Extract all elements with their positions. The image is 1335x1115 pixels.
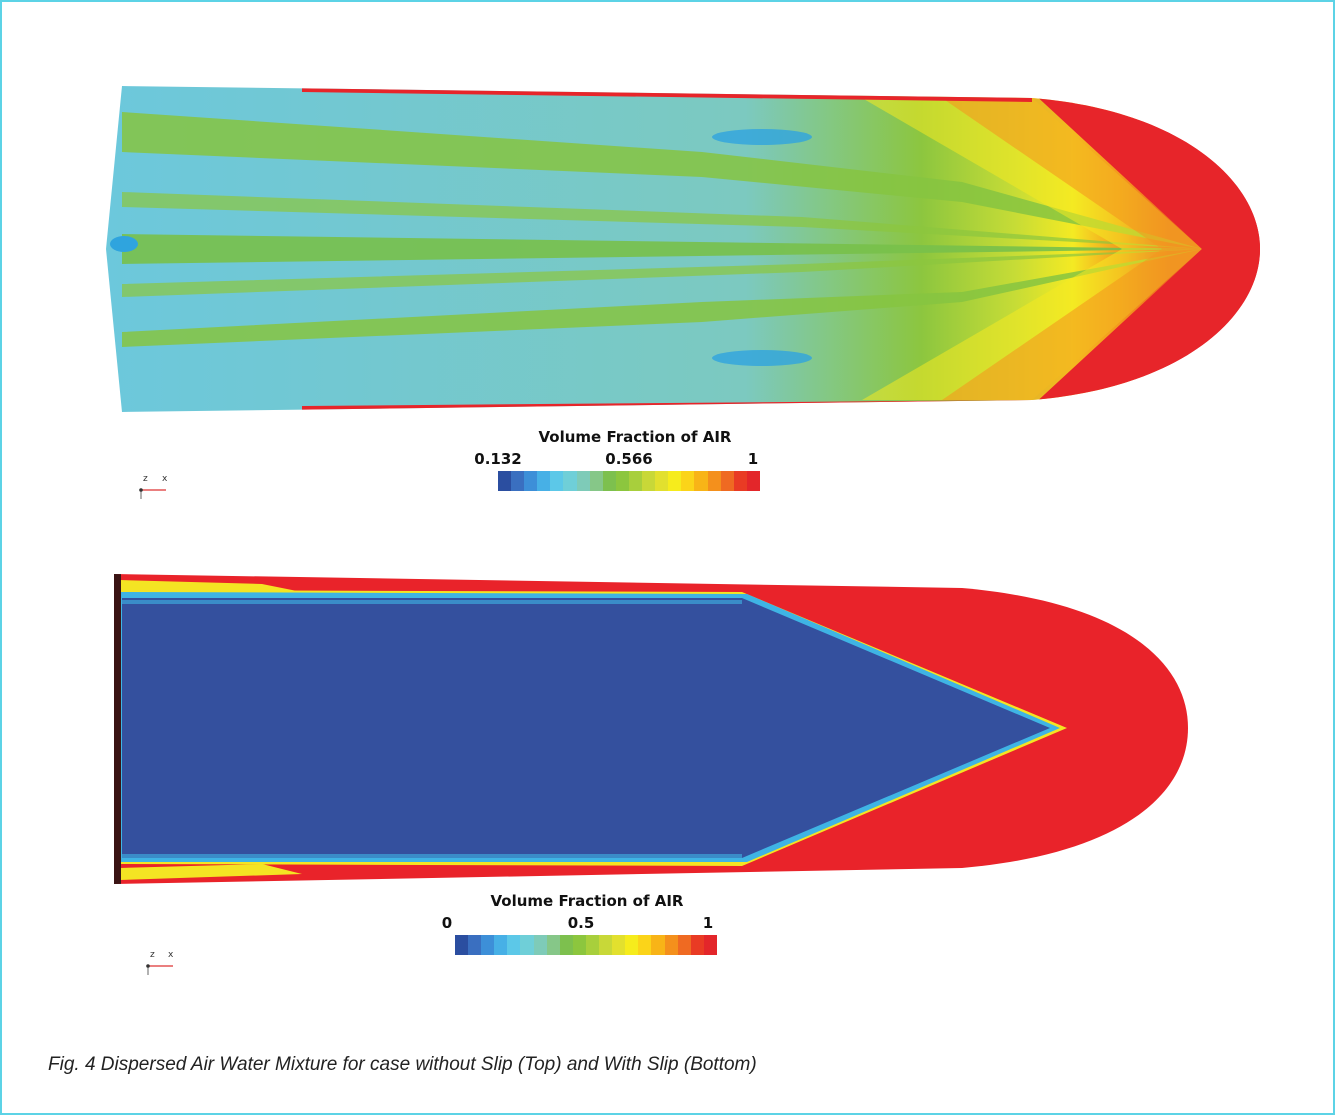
top-streak (122, 234, 1202, 264)
bottom-legend-tick-mid: 0.5 (567, 914, 595, 932)
colorbar-swatch (585, 935, 600, 955)
colorbar-swatch (720, 471, 734, 491)
colorbar-swatch (576, 471, 590, 491)
colorbar-swatch (733, 471, 747, 491)
colorbar-swatch (664, 935, 678, 955)
colorbar-swatch (537, 471, 551, 491)
bottom-legend-tick-min: 0 (441, 914, 453, 932)
bottom-cyan-line (122, 854, 742, 858)
top-legend-tick-min: 0.132 (474, 450, 522, 468)
bottom-left-edge (114, 574, 121, 884)
bottom-contour-plot: Volume Fraction of AIR 0 0.5 1 z x (2, 542, 1333, 992)
colorbar-swatch (599, 935, 613, 955)
bottom-blue-core (122, 598, 1050, 858)
colorbar-swatch (572, 935, 586, 955)
colorbar-swatch (651, 935, 665, 955)
bottom-axis-triad-icon (146, 964, 173, 975)
colorbar-swatch (546, 935, 560, 955)
colorbar-swatch (559, 935, 573, 955)
top-streak (122, 112, 1202, 249)
top-blue-pocket (110, 236, 138, 252)
colorbar-swatch (703, 935, 717, 955)
top-axis-z-label: z (143, 474, 148, 484)
colorbar-swatch (707, 471, 721, 491)
top-axis-x-label: x (162, 474, 168, 484)
bottom-cyan-line (122, 600, 742, 604)
colorbar-swatch (563, 471, 577, 491)
colorbar-swatch (481, 935, 495, 955)
colorbar-swatch (625, 935, 639, 955)
colorbar-swatch (638, 935, 652, 955)
top-blue-pocket (712, 129, 812, 145)
colorbar-swatch (533, 935, 547, 955)
colorbar-swatch (615, 471, 629, 491)
colorbar-swatch (612, 935, 626, 955)
colorbar-swatch (681, 471, 695, 491)
bottom-hull-svg (114, 574, 1188, 884)
colorbar-swatch (668, 471, 682, 491)
colorbar-swatch (498, 471, 512, 491)
top-hull-svg (106, 86, 1260, 412)
top-contour-plot: Volume Fraction of AIR 0.132 0.566 1 z x (2, 2, 1333, 522)
colorbar-swatch (642, 471, 656, 491)
colorbar-swatch (655, 471, 669, 491)
bottom-axis-x-label: x (168, 950, 174, 960)
figure-caption: Fig. 4 Dispersed Air Water Mixture for c… (48, 1054, 757, 1075)
top-legend-tick-max: 1 (747, 450, 759, 468)
bottom-legend-title: Volume Fraction of AIR (490, 892, 684, 910)
top-streak (122, 249, 1202, 347)
colorbar-swatch (677, 935, 691, 955)
top-legend-title: Volume Fraction of AIR (538, 428, 732, 446)
colorbar-swatch (694, 471, 708, 491)
colorbar-swatch (550, 471, 564, 491)
colorbar-swatch (589, 471, 603, 491)
bottom-yellow-streak (120, 580, 302, 592)
top-axis-triad-icon (139, 488, 166, 499)
colorbar-swatch (520, 935, 534, 955)
top-bow-red (1032, 92, 1260, 406)
colorbar-swatch (494, 935, 508, 955)
top-legend-tick-mid: 0.566 (605, 450, 653, 468)
bottom-legend-tick-max: 1 (702, 914, 714, 932)
colorbar-swatch (628, 471, 643, 491)
top-streak (122, 249, 1202, 297)
bottom-colorbar (455, 935, 717, 955)
colorbar-swatch (468, 935, 482, 955)
colorbar-swatch (602, 471, 616, 491)
top-colorbar (498, 471, 760, 491)
colorbar-swatch (507, 935, 521, 955)
colorbar-swatch (455, 935, 469, 955)
top-v-front (942, 98, 1202, 400)
bottom-yellow-streak (120, 864, 302, 880)
colorbar-swatch (511, 471, 525, 491)
colorbar-swatch (524, 471, 538, 491)
colorbar-swatch (690, 935, 704, 955)
bottom-axis-z-label: z (150, 950, 155, 960)
colorbar-swatch (746, 471, 760, 491)
top-blue-pocket (712, 350, 812, 366)
top-streak (122, 192, 1202, 249)
